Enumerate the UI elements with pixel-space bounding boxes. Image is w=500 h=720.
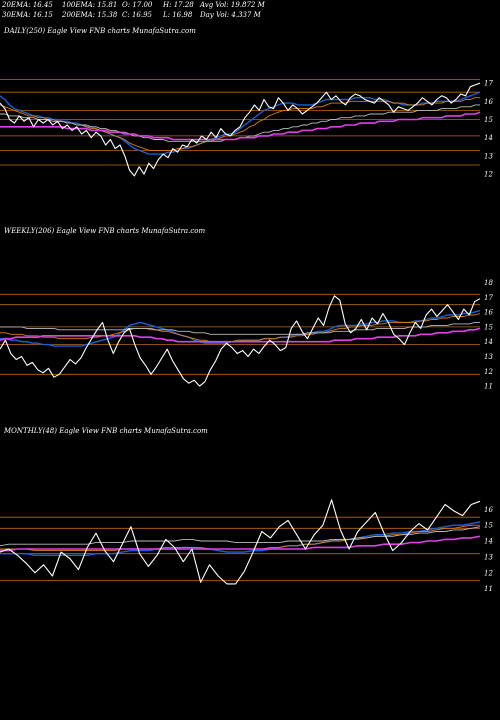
y-tick-label-0-0: 17 <box>484 80 493 88</box>
series-ema20-2 <box>0 521 481 556</box>
series-ema30-1 <box>0 313 481 343</box>
series-ema30-2 <box>0 524 480 552</box>
y-tick-label-1-6: 12 <box>484 368 493 376</box>
y-tick-label-2-1: 15 <box>484 522 493 530</box>
y-tick-label-1-2: 16 <box>484 309 493 317</box>
open-stat: O: 17.00 <box>122 1 153 9</box>
series-ema100-2 <box>0 526 481 547</box>
low-stat: L: 16.98 <box>163 11 193 19</box>
y-tick-label-0-1: 16 <box>484 98 493 106</box>
series-price-0 <box>0 82 481 177</box>
ema100-stat: 100EMA: 15.81 <box>62 1 118 9</box>
series-price-1 <box>0 295 481 387</box>
stats-header: 20EMA: 16.45 100EMA: 15.81 O: 17.00 H: 1… <box>0 0 500 22</box>
day-volume-stat: Day Vol: 4.337 M <box>200 11 261 19</box>
y-tick-label-2-3: 13 <box>484 553 493 561</box>
series-ema20-1 <box>0 309 481 347</box>
ema200-stat: 200EMA: 15.38 <box>62 11 118 19</box>
series-ema30-0 <box>0 97 480 151</box>
series-ema20-0 <box>0 91 481 155</box>
chart-title-2: MONTHLY(48) Eagle View FNB charts Munafa… <box>3 427 208 435</box>
y-tick-label-1-5: 13 <box>484 353 493 361</box>
close-stat: C: 16.95 <box>122 11 152 19</box>
high-stat: H: 17.28 <box>163 1 194 9</box>
y-tick-label-2-5: 11 <box>484 585 493 593</box>
ema30-stat: 30EMA: 16.15 <box>2 11 53 19</box>
series-ema200-1 <box>0 327 481 343</box>
y-tick-label-0-5: 12 <box>484 171 493 179</box>
ema20-stat: 20EMA: 16.45 <box>2 1 53 9</box>
y-tick-label-0-3: 14 <box>484 134 493 142</box>
y-tick-label-0-4: 13 <box>484 152 493 160</box>
series-ema100-1 <box>0 321 480 335</box>
y-tick-label-1-7: 11 <box>484 383 493 391</box>
y-tick-label-1-0: 18 <box>484 279 493 287</box>
y-tick-label-1-3: 15 <box>484 323 493 331</box>
y-tick-label-0-2: 15 <box>484 116 493 124</box>
y-tick-label-2-2: 14 <box>484 538 493 546</box>
series-ema200-0 <box>0 111 481 141</box>
y-tick-label-2-0: 16 <box>484 506 493 514</box>
chart-title-1: WEEKLY(206) Eagle View FNB charts Munafa… <box>4 227 205 235</box>
y-tick-label-2-4: 12 <box>484 569 493 577</box>
chart-title-0: DAILY(250) Eagle View FNB charts MunafaS… <box>3 27 196 35</box>
series-ema200-2 <box>0 535 481 552</box>
avg-volume-stat: Avg Vol: 19.872 M <box>200 1 265 9</box>
y-tick-label-1-1: 17 <box>484 294 493 302</box>
y-tick-label-1-4: 14 <box>484 338 493 346</box>
series-price-2 <box>0 499 481 585</box>
